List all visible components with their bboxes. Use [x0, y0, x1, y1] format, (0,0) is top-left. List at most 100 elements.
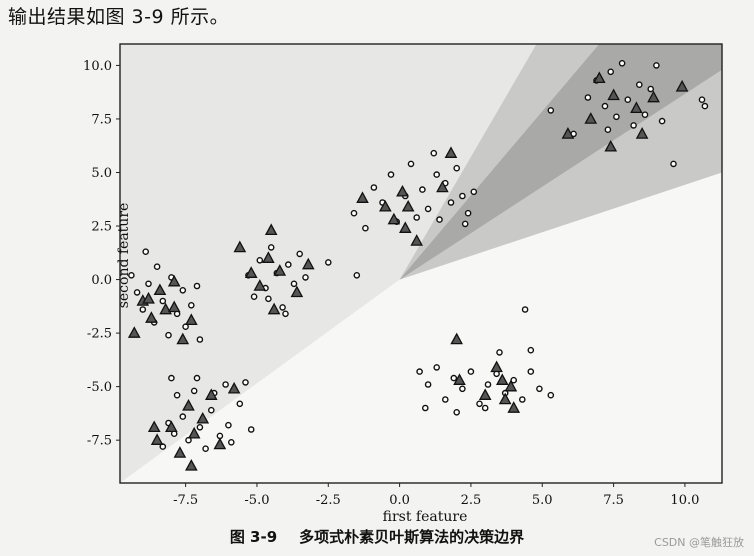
triangle-point	[150, 433, 164, 445]
circle-point	[613, 113, 620, 121]
circle-point	[387, 171, 395, 178]
circle-point	[461, 220, 469, 228]
circle-point	[484, 381, 492, 388]
circle-point	[453, 164, 461, 172]
x-tick-label: -5.0	[244, 493, 269, 508]
triangle-point	[604, 139, 618, 152]
triangle-point	[302, 257, 315, 270]
figure-caption-label: 图 3-9	[229, 528, 278, 546]
x-axis-title: first feature	[383, 509, 468, 525]
triangle-point	[182, 399, 195, 411]
triangle-point	[164, 420, 178, 433]
triangle-point	[273, 264, 287, 276]
circle-point	[416, 368, 423, 375]
circle-point	[302, 274, 309, 281]
circle-point	[193, 374, 201, 382]
circle-point	[447, 199, 455, 206]
x-tick-label: 7.5	[603, 493, 624, 508]
intro-text: 输出结果如图 3-9 所示。	[8, 6, 230, 28]
circle-point	[421, 404, 429, 412]
circle-point	[436, 216, 443, 223]
x-tick-label: 2.5	[461, 493, 482, 508]
circle-point	[658, 117, 666, 125]
circle-point	[496, 349, 503, 356]
circle-point	[464, 209, 472, 217]
x-tick-label: 10.0	[670, 493, 699, 508]
triangle-point	[233, 240, 247, 253]
circle-point	[459, 192, 466, 200]
triangle-point	[176, 332, 190, 345]
circle-point	[407, 160, 415, 168]
triangle-point	[396, 184, 409, 197]
circle-point	[430, 149, 438, 157]
circle-point	[670, 160, 677, 168]
triangle-point	[630, 101, 643, 114]
circle-point	[190, 387, 198, 395]
y-tick-label: 2.5	[91, 220, 112, 235]
decision-boundary-chart: -7.5 -5.0 -2.5 0.0 2.5 5.0 7.5 10.0 -7.5 -5.0 -2.5…	[83, 43, 723, 525]
triangle-point	[227, 381, 241, 394]
circle-point	[179, 286, 187, 294]
triangle-point	[290, 285, 304, 298]
circle-point	[165, 331, 172, 339]
triangle-point	[264, 223, 278, 236]
watermark: CSDN @笔触狂放	[654, 536, 744, 549]
circle-point	[353, 271, 361, 279]
circle-point	[362, 224, 369, 232]
triangle-point	[244, 266, 258, 278]
circle-point	[370, 184, 378, 191]
circle-point	[641, 111, 649, 118]
circle-point	[601, 102, 609, 110]
y-tick-label: -7.5	[87, 434, 112, 449]
x-tick-label: -7.5	[173, 493, 198, 508]
triangle-point	[379, 199, 392, 212]
circle-point	[467, 368, 475, 375]
triangle-point	[498, 392, 512, 405]
circle-point	[618, 60, 626, 67]
figure-caption: 图 3-9 多项式朴素贝叶斯算法的决策边界	[0, 526, 754, 547]
triangle-point	[253, 279, 267, 291]
circle-point	[413, 214, 421, 221]
circle-point	[459, 385, 466, 393]
circle-point	[433, 171, 441, 178]
circle-point	[424, 205, 432, 213]
circle-point	[193, 282, 201, 290]
circle-point	[547, 391, 555, 399]
circle-point	[636, 81, 643, 88]
circle-point	[441, 396, 449, 403]
circle-point	[142, 248, 149, 255]
triangle-point	[478, 388, 492, 400]
x-tick-label: -2.5	[316, 493, 341, 508]
circle-point	[222, 381, 229, 388]
circle-point	[521, 306, 529, 313]
triangle-point	[387, 212, 401, 225]
circle-point	[179, 413, 187, 420]
circle-point	[527, 368, 535, 375]
circle-point	[279, 304, 286, 311]
circle-point	[698, 96, 706, 103]
circle-point	[265, 295, 272, 303]
circle-point	[196, 336, 204, 343]
triangle-point	[142, 291, 155, 304]
triangle-point	[647, 90, 660, 103]
triangle-point	[675, 79, 689, 92]
circle-point	[604, 126, 612, 133]
triangle-point	[356, 191, 369, 203]
circle-point	[470, 188, 478, 196]
triangle-point	[185, 313, 198, 326]
circle-point	[350, 209, 358, 217]
circle-point	[227, 438, 235, 446]
triangle-point	[401, 199, 415, 212]
circle-point	[476, 400, 483, 408]
y-tick-label: 10.0	[83, 59, 112, 74]
circle-point	[225, 421, 232, 429]
circle-point	[284, 261, 292, 268]
circle-point	[647, 85, 655, 93]
y-tick-label: 0.0	[91, 273, 112, 288]
triangle-point	[205, 388, 218, 400]
region-wedge-inner	[399, 44, 722, 280]
circle-point	[267, 244, 275, 251]
circle-point	[547, 107, 555, 114]
circle-point	[584, 94, 592, 101]
triangle-point	[444, 146, 458, 158]
